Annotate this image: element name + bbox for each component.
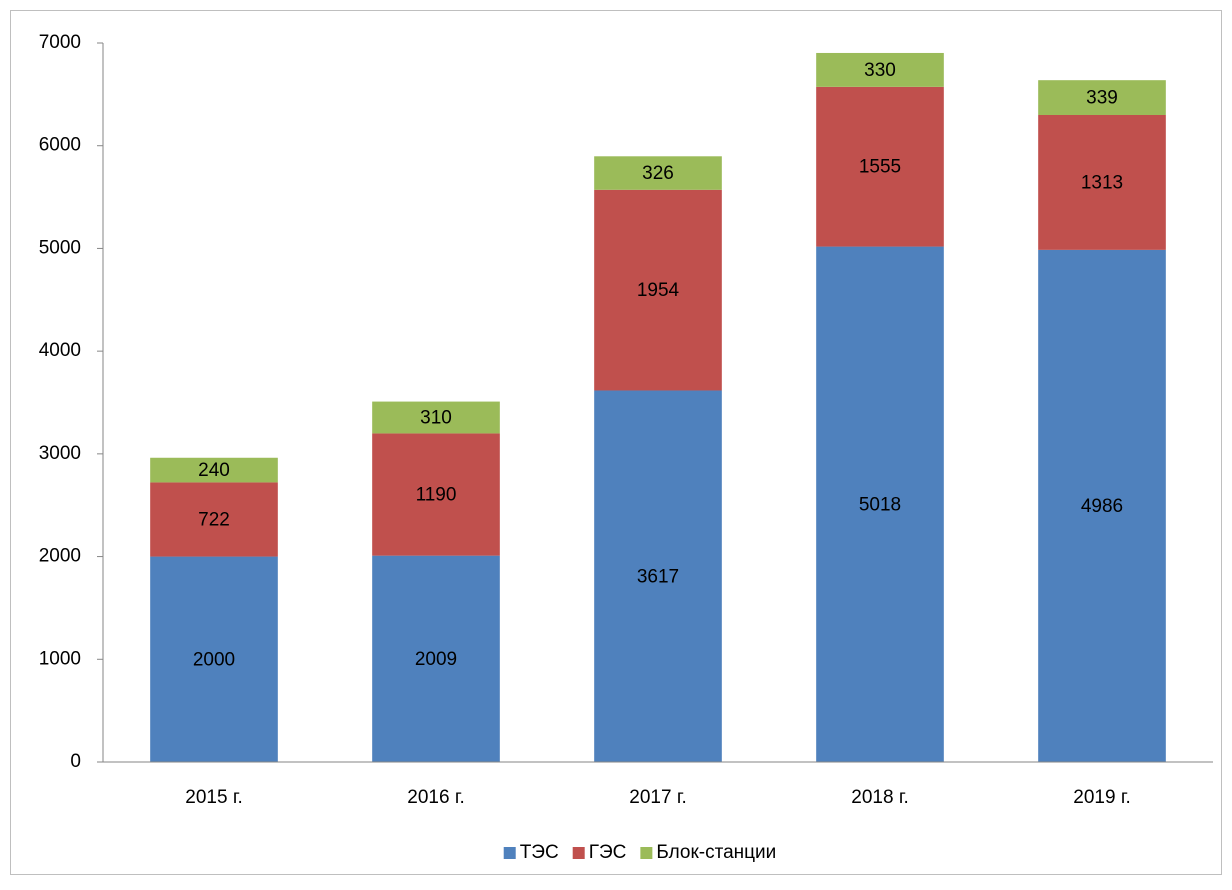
y-tick-label: 6000: [39, 135, 81, 156]
y-tick-label: 5000: [39, 237, 81, 258]
x-tick-label: 2015 г.: [185, 787, 242, 808]
y-tick-label: 2000: [39, 546, 81, 567]
data-label: 4986: [1081, 496, 1123, 517]
bar-segment: [1038, 80, 1166, 116]
data-label: 1190: [416, 485, 457, 506]
x-tick-label: 2018 г.: [851, 787, 908, 808]
data-label: 240: [198, 460, 230, 481]
data-label: 2009: [415, 649, 457, 670]
legend-swatch: [640, 847, 653, 859]
bar-segment: [150, 482, 278, 557]
data-label: 2000: [193, 649, 235, 670]
bar-segment: [372, 555, 500, 762]
bar-segment: [1038, 249, 1166, 762]
bar-segment: [1038, 115, 1166, 250]
data-label: 722: [198, 510, 230, 531]
bar-segment: [150, 556, 278, 762]
data-label: 326: [642, 163, 674, 184]
y-tick-label: 1000: [39, 648, 81, 669]
data-label: 339: [1086, 88, 1118, 109]
legend-swatch: [503, 847, 516, 859]
data-label: 5018: [859, 494, 901, 515]
bar-segment: [594, 390, 722, 762]
bar-segment: [594, 189, 722, 391]
x-tick-label: 2019 г.: [1073, 787, 1130, 808]
data-label: 1313: [1081, 172, 1123, 193]
bar-segment: [816, 246, 944, 762]
bar-segment: [150, 457, 278, 483]
data-label: 1555: [859, 157, 901, 178]
data-label: 330: [864, 60, 896, 81]
y-tick-label: 0: [70, 751, 81, 772]
legend-label: ТЭС: [520, 842, 559, 863]
y-tick-label: 4000: [39, 340, 81, 361]
legend-label: ГЭС: [589, 842, 627, 863]
data-label: 310: [420, 408, 452, 429]
y-tick-label: 7000: [39, 32, 81, 53]
legend-swatch: [572, 847, 585, 859]
y-tick-label: 3000: [39, 443, 81, 464]
bar-segment: [372, 433, 500, 556]
legend-label: Блок-станции: [656, 842, 776, 863]
data-label: 3617: [637, 566, 679, 587]
x-tick-label: 2016 г.: [407, 787, 464, 808]
bar-segment: [594, 156, 722, 190]
bar-segment: [372, 401, 500, 434]
data-label: 1954: [637, 280, 680, 301]
bar-segment: [816, 52, 944, 87]
bar-segment: [816, 86, 944, 247]
x-tick-label: 2017 г.: [629, 787, 686, 808]
